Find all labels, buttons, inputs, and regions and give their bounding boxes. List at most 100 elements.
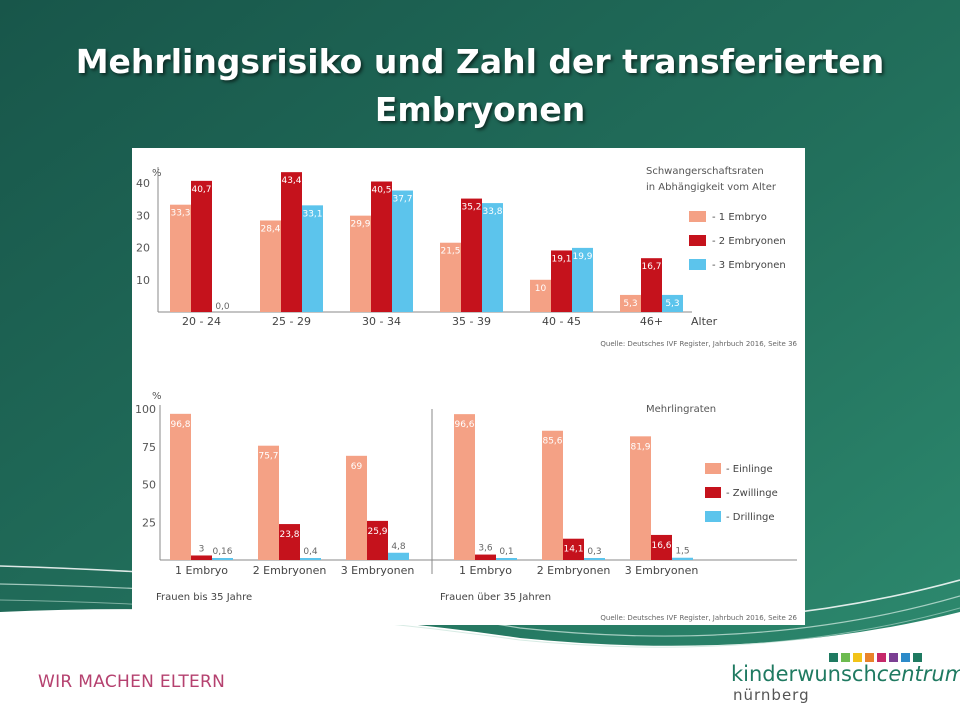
- chart1-bar: [530, 279, 551, 312]
- chart1-bar: [302, 205, 323, 312]
- chart2-category-label: 1 Embryo: [459, 564, 512, 577]
- chart1-bar: [371, 181, 392, 312]
- chart1-legend-label: - 1 Embryo: [712, 212, 767, 223]
- chart2-bar: [672, 557, 693, 560]
- chart2-data-label: 69: [351, 462, 363, 472]
- logo-square: [889, 653, 898, 662]
- logo-square: [913, 653, 922, 662]
- chart1-bar: [620, 294, 641, 312]
- chart2-bar: [475, 554, 496, 560]
- chart2-legend-swatch: [705, 511, 721, 522]
- slide-title: Mehrlingsrisiko und Zahl der transferier…: [0, 38, 960, 134]
- chart1-legend-swatch: [689, 211, 706, 222]
- chart2-bar: [454, 414, 475, 560]
- slide-title-line-2: Embryonen: [374, 90, 586, 129]
- chart2-data-label: 81,9: [630, 442, 650, 452]
- chart1-y-unit: %: [152, 168, 162, 179]
- logo-square: [877, 653, 886, 662]
- chart1-data-label: 19,9: [572, 252, 592, 262]
- chart1-title-line-2: in Abhängigkeit vom Alter: [646, 182, 777, 193]
- chart1-data-label: 33,1: [302, 209, 322, 219]
- chart1-data-label: 19,1: [551, 254, 571, 264]
- slide-title-line-1: Mehrlingsrisiko und Zahl der transferier…: [75, 42, 885, 81]
- chart1-data-label: 21,5: [440, 247, 460, 257]
- chart1-category-label: 46+: [640, 315, 663, 328]
- chart2-bar: [563, 538, 584, 560]
- chart2-y-tick-label: 25: [142, 516, 156, 529]
- chart2-bar: [496, 558, 517, 560]
- chart2-data-label: 4,8: [391, 542, 406, 552]
- chart2-legend-label: - Einlinge: [726, 464, 773, 475]
- chart1-legend-label: - 2 Embryonen: [712, 236, 786, 247]
- chart1-category-label: 35 - 39: [452, 315, 491, 328]
- chart-canvas: % 10 20 30 40 33,3 40,7 0,0 20 - 24 28,4 43,4 33,1 2…: [135, 166, 798, 622]
- chart2-data-label: 23,8: [279, 530, 299, 540]
- chart1-data-label: 37,7: [392, 195, 412, 205]
- logo-square: [841, 653, 850, 662]
- chart2-data-label: 0,1: [499, 547, 513, 557]
- chart2-bar: [651, 534, 672, 560]
- chart1-data-label: 35,2: [461, 203, 481, 213]
- chart1-category-label: 20 - 24: [182, 315, 221, 328]
- chart2-y-tick-label: 100: [135, 403, 156, 416]
- chart1-x-axis-label: Alter: [691, 315, 718, 328]
- logo-square: [901, 653, 910, 662]
- chart1-bar: [662, 294, 683, 312]
- chart2-data-label: 0,16: [212, 547, 232, 557]
- chart2-category-label: 3 Embryonen: [341, 564, 415, 577]
- chart2-bar: [388, 552, 409, 560]
- chart2-bar: [630, 436, 651, 560]
- chart1-data-label: 5,3: [665, 299, 679, 309]
- chart1-bar: [440, 242, 461, 312]
- chart2-data-label: 1,5: [675, 547, 689, 557]
- chart1-data-label: 33,3: [170, 209, 190, 219]
- chart2-y-tick-label: 50: [142, 479, 156, 492]
- chart1-data-label: 29,9: [350, 220, 370, 230]
- chart2-bar: [346, 455, 367, 560]
- chart1-data-label: 28,4: [260, 224, 280, 234]
- chart1-category-label: 40 - 45: [542, 315, 581, 328]
- chart2-bar: [542, 430, 563, 560]
- chart2-bar: [191, 555, 212, 560]
- chart2-group-label: Frauen bis 35 Jahre: [156, 592, 252, 603]
- logo-name-italic: centrum: [876, 662, 960, 686]
- chart1-bar: [191, 180, 212, 312]
- chart2-data-label: 16,6: [651, 541, 671, 551]
- chart1-data-label: 43,4: [281, 176, 301, 186]
- chart2-data-label: 96,6: [454, 420, 474, 430]
- chart1-data-label: 40,5: [371, 186, 391, 196]
- chart1-y-tick-label: 40: [136, 177, 150, 190]
- chart1-title-line-1: Schwangerschaftsraten: [646, 166, 764, 177]
- chart2-data-label: 3,6: [478, 544, 493, 554]
- chart2-legend-label: - Zwillinge: [726, 488, 778, 499]
- chart1-category-label: 30 - 34: [362, 315, 401, 328]
- logo-city: nürnberg: [733, 686, 810, 704]
- chart2-bar: [258, 445, 279, 560]
- chart1-data-label: 0,0: [215, 302, 230, 312]
- chart2-bar: [279, 524, 300, 560]
- chart1-y-tick-label: 10: [136, 274, 150, 287]
- chart1-y-tick-label: 30: [136, 209, 150, 222]
- chart2-group-label: Frauen über 35 Jahren: [440, 592, 551, 603]
- chart1-bar: [641, 258, 662, 312]
- chart2-title: Mehrlingraten: [646, 404, 716, 415]
- chart1-data-label: 33,8: [482, 207, 502, 217]
- chart1-category-label: 25 - 29: [272, 315, 311, 328]
- chart2-data-label: 96,8: [170, 420, 190, 430]
- chart2-data-label: 3: [199, 544, 205, 554]
- logo-square: [829, 653, 838, 662]
- chart1-source: Quelle: Deutsches IVF Register, Jahrbuch…: [600, 340, 797, 348]
- chart2-data-label: 14,1: [563, 545, 583, 555]
- chart2-category-label: 2 Embryonen: [537, 564, 611, 577]
- chart2-bar: [300, 558, 321, 560]
- chart2-category-label: 1 Embryo: [175, 564, 228, 577]
- chart2-bar: [367, 520, 388, 560]
- chart1-data-label: 5,3: [623, 299, 637, 309]
- chart1-bar: [350, 215, 371, 312]
- logo-wordmark: kinderwunschcentrum: [731, 662, 960, 686]
- chart2-bar: [170, 413, 191, 560]
- logo-square: [865, 653, 874, 662]
- chart2-data-label: 85,6: [542, 437, 562, 447]
- chart1-legend-swatch: [689, 235, 706, 246]
- chart2-bar: [212, 558, 233, 560]
